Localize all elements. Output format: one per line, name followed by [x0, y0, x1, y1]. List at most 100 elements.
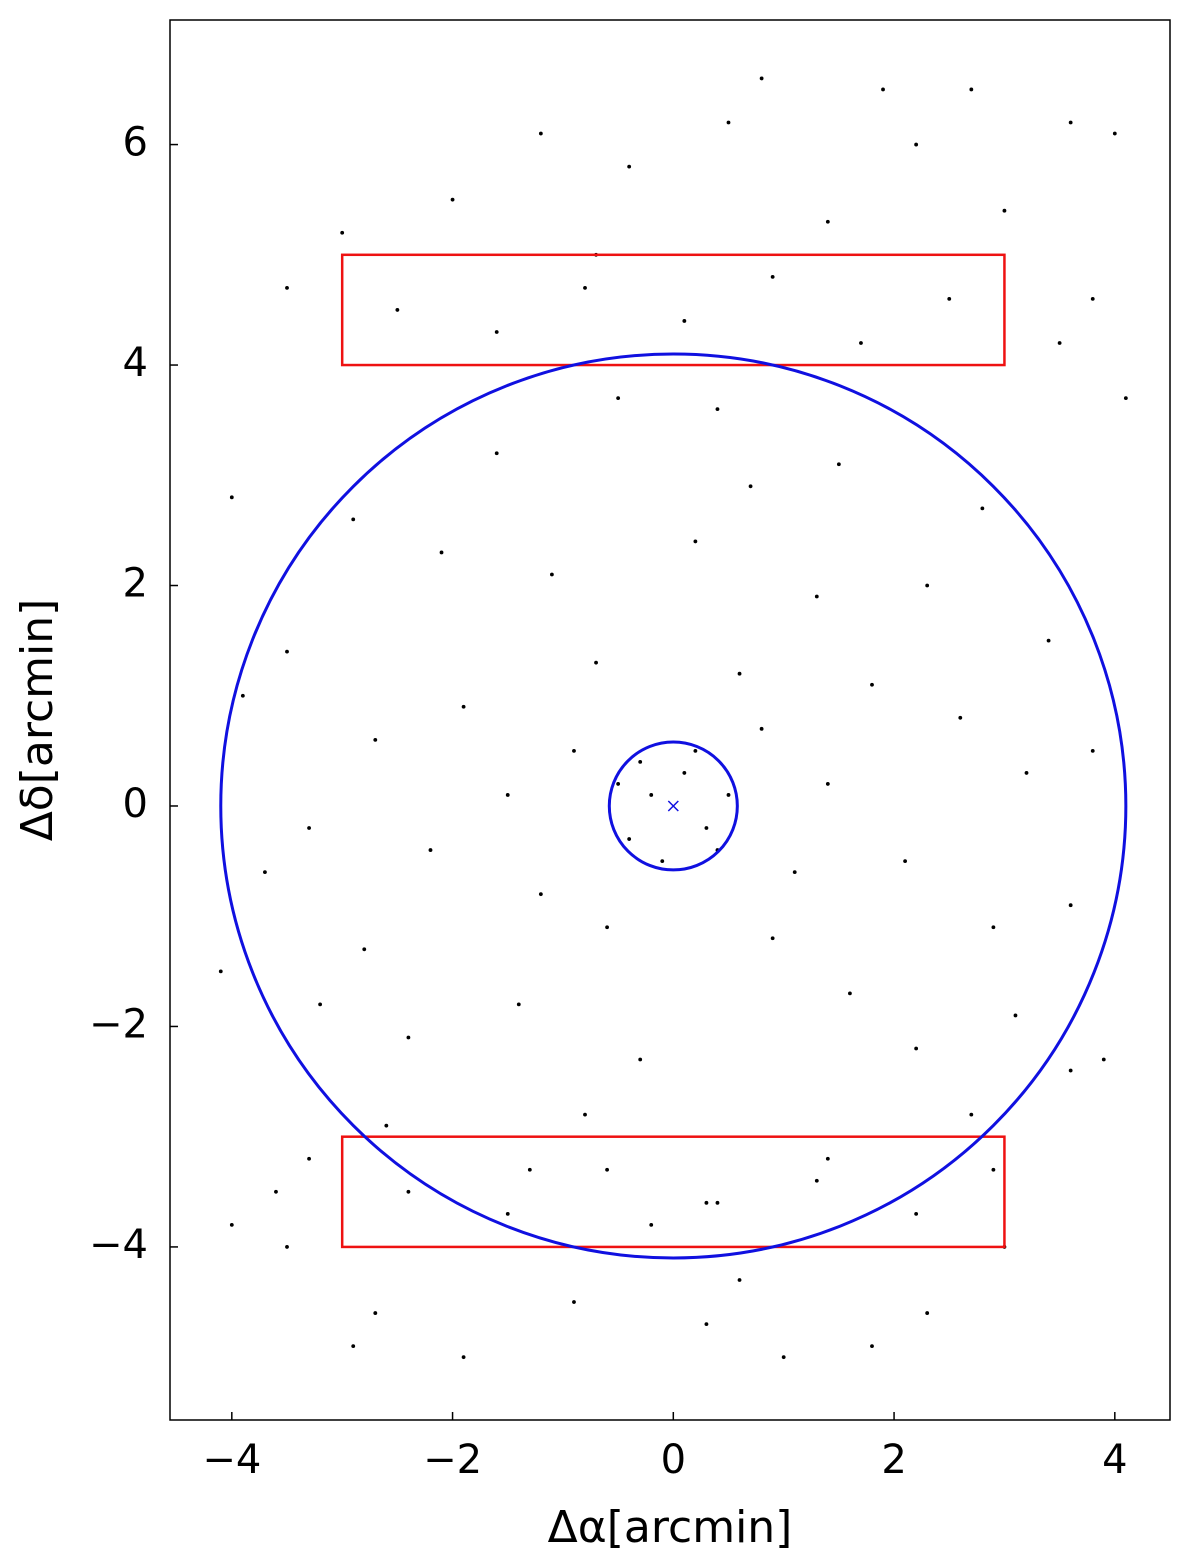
point [505, 793, 510, 797]
point [373, 737, 378, 742]
point [836, 462, 841, 467]
point [583, 1112, 587, 1117]
point [1112, 131, 1117, 136]
point [925, 1311, 930, 1315]
point [848, 991, 852, 996]
point [307, 1156, 311, 1161]
point [704, 1200, 709, 1205]
point [825, 1156, 830, 1161]
y-tick-label: −2 [89, 1001, 148, 1047]
point [870, 682, 874, 687]
point [980, 506, 985, 511]
point [616, 782, 621, 786]
point [461, 1355, 466, 1360]
point [649, 793, 654, 797]
point [1057, 341, 1062, 345]
point [450, 197, 455, 202]
y-tick-label: −4 [89, 1222, 148, 1268]
point [991, 1167, 996, 1172]
point [825, 782, 830, 786]
plot-frame [169, 19, 1171, 1421]
point [229, 495, 234, 500]
point [572, 748, 576, 753]
point [307, 826, 311, 830]
point [726, 793, 731, 797]
y-tick-label: 6 [123, 120, 148, 166]
point [351, 1344, 356, 1349]
point [726, 120, 731, 125]
point [362, 947, 367, 952]
point [351, 517, 356, 522]
y-tick-label: 2 [123, 561, 148, 607]
point [538, 131, 543, 136]
point [682, 319, 687, 323]
point [505, 1211, 510, 1216]
x-tick-label: 4 [1102, 1437, 1127, 1483]
point [814, 594, 819, 599]
point [594, 660, 598, 665]
point [759, 726, 764, 731]
point [825, 219, 830, 224]
point [1068, 903, 1073, 908]
point [285, 285, 289, 290]
point [759, 76, 764, 81]
point [406, 1189, 411, 1194]
point [1046, 638, 1051, 643]
point [649, 1222, 654, 1227]
point [494, 451, 499, 456]
point [638, 1057, 643, 1062]
point [859, 341, 863, 345]
point [1090, 296, 1095, 301]
point [285, 649, 289, 654]
point [218, 969, 223, 974]
point [318, 1002, 323, 1007]
point [1068, 1068, 1073, 1073]
point [682, 771, 687, 775]
point [1123, 396, 1128, 401]
point [274, 1189, 278, 1194]
point [461, 704, 466, 709]
point [914, 1211, 919, 1216]
point [494, 330, 499, 334]
point [627, 837, 632, 841]
radius-circle [219, 352, 1128, 1260]
y-tick-label: 4 [123, 340, 148, 386]
point [616, 396, 621, 401]
x-tick-label: −4 [202, 1437, 261, 1483]
point [538, 892, 543, 897]
region-box [340, 253, 1006, 367]
region-box [340, 1135, 1006, 1249]
point [1068, 120, 1073, 125]
point [969, 1112, 974, 1117]
point [693, 539, 698, 544]
point [1013, 1013, 1018, 1018]
point [903, 859, 907, 864]
point [1090, 748, 1095, 753]
y-tick-label: 0 [123, 781, 148, 827]
point [969, 87, 974, 92]
point [737, 1278, 742, 1282]
point [1101, 1057, 1106, 1062]
point [549, 572, 554, 577]
x-tick-label: −2 [423, 1437, 482, 1483]
point [660, 859, 665, 864]
point [991, 925, 996, 930]
point [605, 1167, 609, 1172]
point [737, 671, 742, 676]
point [384, 1123, 389, 1128]
point [395, 308, 400, 312]
point [1024, 771, 1029, 775]
point [516, 1002, 521, 1007]
point [881, 87, 885, 92]
point [572, 1300, 576, 1304]
center-marker [667, 800, 679, 812]
point [340, 230, 345, 235]
point [792, 870, 797, 875]
point [914, 142, 919, 147]
point [583, 285, 587, 290]
point [229, 1222, 234, 1227]
point [1002, 208, 1007, 213]
point [527, 1167, 532, 1172]
